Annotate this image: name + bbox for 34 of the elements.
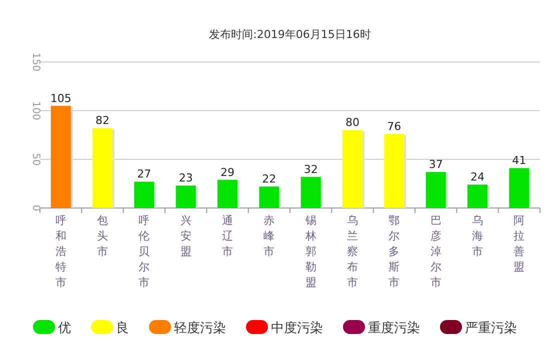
legend-label: 良 [116, 321, 129, 336]
x-tick-label: 锡林郭勒盟 [304, 214, 316, 289]
data-label: 80 [346, 116, 360, 130]
legend-label: 优 [58, 321, 71, 336]
data-label: 23 [178, 172, 193, 185]
legend-label: 重度污染 [368, 320, 420, 336]
x-tick-label: 巴彦淖尔市 [430, 214, 442, 289]
x-tick-label: 赤峰市 [264, 214, 275, 258]
x-tick-label: 呼伦贝尔市 [138, 214, 150, 289]
data-label: 27 [137, 168, 152, 181]
y-tick-label: 50 [30, 152, 41, 166]
data-label: 29 [220, 166, 234, 179]
x-tick-label: 鄂尔多斯市 [388, 214, 400, 289]
legend-label: 轻度污染 [174, 320, 226, 336]
y-tick-label: 150 [30, 52, 41, 72]
x-tick-label: 兴安盟 [180, 214, 192, 258]
x-tick-label: 呼和浩特市 [55, 214, 66, 289]
data-label: 37 [428, 158, 443, 171]
x-tick-label: 通辽市 [222, 214, 233, 258]
data-label: 22 [262, 172, 276, 186]
y-tick-label: 100 [30, 101, 41, 120]
x-tick-label: 乌海市 [472, 214, 483, 258]
x-tick-label: 包头市 [97, 214, 108, 258]
data-label: 41 [512, 154, 526, 168]
data-label: 76 [387, 120, 402, 134]
data-label: 24 [470, 170, 484, 184]
data-label: 32 [304, 162, 318, 176]
legend-label: 中度污染 [271, 320, 323, 336]
legend-label: 严重污染 [465, 321, 517, 336]
data-label: 105 [50, 92, 72, 105]
x-tick-label: 阿拉善盟 [514, 214, 525, 274]
x-tick-label: 乌兰察布市 [347, 214, 358, 289]
chart-title: 发布时间:2019年06月15日16时 [209, 28, 371, 41]
data-label: 82 [96, 114, 110, 128]
